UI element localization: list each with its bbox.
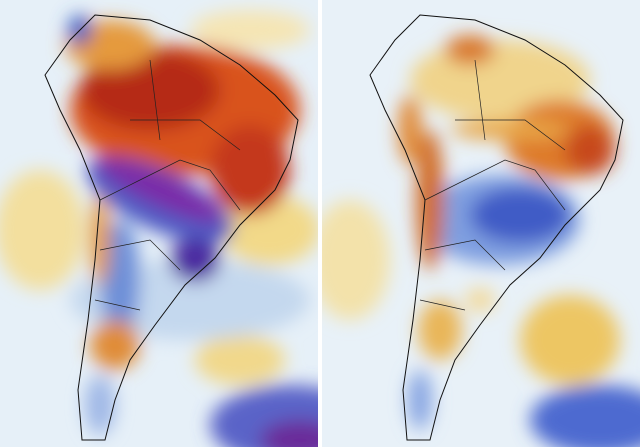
field-right [322,35,640,447]
field-patch [170,238,220,282]
field-patch [398,95,422,165]
borders [94,59,241,311]
field-left [0,10,318,447]
field-patch [100,220,140,340]
field-patch [0,170,85,290]
panel-divider [318,0,322,447]
field-patch [416,130,444,270]
field-patch [565,125,615,175]
field-patch [530,385,640,447]
field-patch [260,420,318,447]
field-patch [195,335,285,385]
field-patch [96,157,224,223]
field-patch [90,320,140,370]
coastline [369,14,624,441]
field-patch [418,300,462,360]
field-patch [322,200,390,320]
field-patch [445,35,495,65]
left-panel [0,0,318,447]
field-patch [470,187,570,243]
field-patch [85,375,115,435]
field-patch [190,10,310,50]
field-patch [210,125,290,215]
field-patch [90,195,110,285]
field-patch [80,50,220,130]
coastline [44,14,299,441]
field-patch [450,120,570,140]
field-patch [520,295,620,385]
borders [419,59,566,311]
right-panel [322,0,640,447]
field-patch [465,288,495,312]
field-patch [408,370,432,430]
